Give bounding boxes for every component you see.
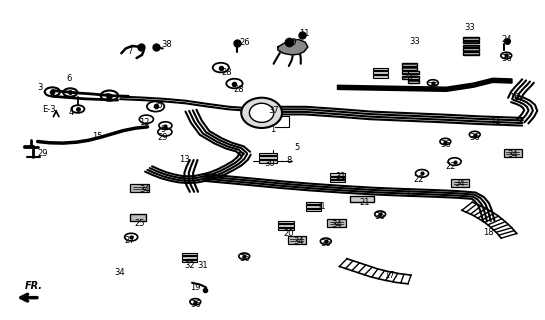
FancyBboxPatch shape xyxy=(288,236,306,244)
Text: 24: 24 xyxy=(501,35,512,44)
Text: 36: 36 xyxy=(427,82,438,91)
Text: 31: 31 xyxy=(335,172,346,181)
Polygon shape xyxy=(278,40,308,55)
Bar xyxy=(330,173,346,175)
Bar xyxy=(182,253,197,255)
Text: 36: 36 xyxy=(190,300,201,308)
Text: 34: 34 xyxy=(331,220,342,229)
Text: 34: 34 xyxy=(114,268,124,277)
Text: 11: 11 xyxy=(299,29,309,38)
Text: E-3: E-3 xyxy=(42,105,56,114)
Bar xyxy=(306,209,321,211)
Bar xyxy=(408,76,419,79)
Text: 13: 13 xyxy=(179,155,190,164)
Text: 5: 5 xyxy=(294,143,300,152)
Text: 18: 18 xyxy=(483,228,494,237)
Text: 8: 8 xyxy=(286,156,292,164)
Text: 36: 36 xyxy=(320,239,331,248)
Text: 34: 34 xyxy=(507,150,518,159)
Text: 35: 35 xyxy=(152,101,162,110)
FancyBboxPatch shape xyxy=(451,179,469,187)
Text: 15: 15 xyxy=(92,132,102,140)
Text: 14: 14 xyxy=(490,118,501,127)
Bar xyxy=(463,48,479,51)
Text: 19: 19 xyxy=(190,283,201,292)
Text: 4: 4 xyxy=(69,108,74,117)
Text: 29: 29 xyxy=(38,149,49,158)
Text: 20: 20 xyxy=(283,229,294,238)
Text: 34: 34 xyxy=(455,180,465,188)
Bar xyxy=(373,75,387,78)
Text: 28: 28 xyxy=(233,85,244,94)
Bar xyxy=(463,41,479,44)
Bar xyxy=(408,71,419,74)
Text: 6: 6 xyxy=(66,74,71,83)
Text: 36: 36 xyxy=(469,132,480,141)
Text: 2: 2 xyxy=(104,93,110,102)
Text: 34: 34 xyxy=(140,185,150,194)
FancyBboxPatch shape xyxy=(504,149,522,157)
Text: 33: 33 xyxy=(464,23,475,32)
Text: 34: 34 xyxy=(293,237,304,246)
Bar xyxy=(373,68,387,70)
Bar xyxy=(463,44,479,47)
Bar xyxy=(306,202,321,204)
Text: 21: 21 xyxy=(360,197,370,206)
Text: 25: 25 xyxy=(134,219,144,228)
Text: 7: 7 xyxy=(128,47,133,56)
FancyBboxPatch shape xyxy=(130,184,149,192)
FancyBboxPatch shape xyxy=(328,219,346,227)
Text: 10: 10 xyxy=(286,38,296,47)
Text: 33: 33 xyxy=(409,37,420,46)
Bar xyxy=(182,260,197,262)
Bar xyxy=(306,205,321,208)
Bar xyxy=(373,71,387,74)
Bar xyxy=(408,80,419,83)
Bar xyxy=(330,180,346,182)
Text: 36: 36 xyxy=(440,140,451,149)
Bar xyxy=(402,71,417,74)
Bar xyxy=(259,153,277,155)
Ellipse shape xyxy=(250,103,274,123)
Bar xyxy=(259,156,277,159)
Bar xyxy=(330,177,346,179)
Text: 31: 31 xyxy=(198,261,208,270)
Text: 36: 36 xyxy=(501,53,512,62)
Text: 17: 17 xyxy=(384,271,395,280)
Bar xyxy=(402,76,417,79)
Bar xyxy=(463,37,479,40)
Text: 29: 29 xyxy=(158,132,168,141)
Text: 23: 23 xyxy=(402,73,413,82)
Text: 16: 16 xyxy=(509,93,520,102)
Bar xyxy=(402,67,417,70)
Text: 1: 1 xyxy=(270,125,275,134)
Bar xyxy=(278,221,294,223)
Text: 37: 37 xyxy=(268,106,279,115)
Bar xyxy=(278,224,294,227)
Ellipse shape xyxy=(241,98,282,128)
Text: 22: 22 xyxy=(413,175,423,184)
Text: 30: 30 xyxy=(264,159,275,168)
Bar xyxy=(402,62,417,66)
Text: 12: 12 xyxy=(140,118,150,127)
FancyBboxPatch shape xyxy=(350,196,374,202)
Bar xyxy=(182,256,197,259)
Text: 38: 38 xyxy=(161,40,172,49)
Text: FR.: FR. xyxy=(25,281,43,291)
Text: 26: 26 xyxy=(239,38,250,47)
Text: 3: 3 xyxy=(37,83,43,92)
Text: 36: 36 xyxy=(239,254,250,263)
Text: 27: 27 xyxy=(125,236,135,245)
Text: 36: 36 xyxy=(375,212,385,221)
Text: 31: 31 xyxy=(315,202,326,211)
Text: 28: 28 xyxy=(221,68,232,77)
Text: 9: 9 xyxy=(160,125,165,134)
Text: 32: 32 xyxy=(185,261,195,270)
FancyBboxPatch shape xyxy=(130,214,146,221)
Bar xyxy=(463,52,479,55)
Text: 22: 22 xyxy=(446,162,456,171)
Bar xyxy=(259,160,277,163)
Bar xyxy=(278,228,294,230)
